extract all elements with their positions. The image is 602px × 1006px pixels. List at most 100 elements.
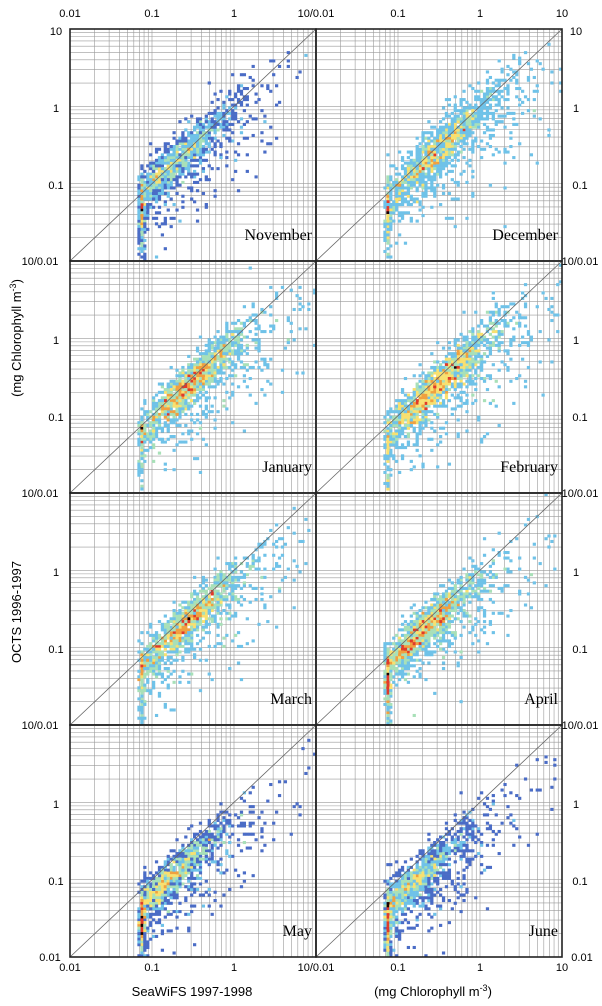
density-cell [409, 194, 413, 198]
density-cell [181, 846, 185, 850]
density-cell [409, 167, 413, 171]
density-cell [523, 302, 528, 306]
density-cell [474, 114, 478, 118]
density-cell [392, 219, 396, 223]
density-cell [474, 570, 478, 574]
density-cell [157, 390, 162, 394]
density-cell [140, 658, 144, 662]
density-cell [518, 374, 522, 378]
density-cell [409, 631, 413, 635]
density-cell [190, 418, 194, 422]
density-cell [157, 636, 162, 640]
density-cell [190, 379, 194, 383]
density-cell [175, 876, 179, 880]
density-cell [459, 100, 463, 104]
density-cell [386, 203, 390, 207]
density-cell [181, 150, 185, 154]
density-cell [181, 371, 185, 375]
density-cell [403, 435, 408, 439]
density-cell [140, 244, 144, 248]
density-cell [424, 404, 428, 408]
density-cell [143, 893, 147, 897]
density-cell [195, 432, 200, 436]
density-cell [137, 211, 141, 215]
density-cell [143, 647, 147, 651]
density-cell [204, 382, 208, 386]
density-cell [421, 183, 425, 187]
density-cell [187, 863, 191, 867]
density-cell [392, 661, 396, 665]
density-cell [298, 296, 302, 300]
density-cell [439, 636, 443, 640]
density-cell [406, 443, 411, 447]
density-cell [418, 622, 422, 626]
density-cell [518, 62, 522, 66]
density-cell [260, 592, 264, 596]
density-cell [166, 407, 170, 411]
density-cell [187, 628, 191, 632]
density-cell [143, 459, 147, 463]
density-cell [400, 633, 405, 637]
density-cell [140, 238, 144, 242]
density-cell [163, 860, 167, 864]
density-cell [459, 377, 463, 381]
density-cell [386, 683, 390, 687]
density-cell [184, 611, 188, 615]
density-cell [465, 379, 469, 383]
density-cell [439, 390, 443, 394]
density-cell [219, 371, 223, 375]
density-cell [480, 578, 484, 582]
density-cell [163, 440, 167, 444]
density-cell [424, 600, 428, 604]
density-cell [193, 882, 197, 886]
density-cell [447, 139, 452, 143]
density-cell [149, 896, 153, 900]
density-cell [172, 418, 176, 422]
density-cell [450, 368, 454, 372]
density-cell [386, 216, 390, 220]
density-cell [480, 573, 484, 577]
density-cell [160, 437, 165, 441]
density-cell [441, 136, 446, 140]
density-cell [433, 125, 437, 129]
density-cell [239, 352, 244, 356]
density-cell [163, 396, 167, 400]
density-cell [480, 98, 484, 102]
density-cell [441, 183, 446, 187]
density-cell [515, 321, 519, 325]
density-cell [184, 863, 188, 867]
density-cell [471, 330, 475, 334]
density-cell [213, 109, 217, 113]
density-cell [175, 871, 179, 875]
density-cell [204, 592, 208, 596]
density-cell [198, 360, 203, 364]
density-cell [424, 147, 428, 151]
density-cell [398, 214, 402, 218]
density-cell [488, 136, 493, 140]
density-cell [471, 114, 475, 118]
density-cell [204, 133, 208, 138]
density-cell [260, 388, 264, 392]
density-cell [204, 354, 208, 358]
density-cell [459, 133, 463, 138]
density-cell [465, 354, 469, 358]
density-cell [149, 164, 153, 168]
density-cell [453, 131, 457, 135]
density-cell [175, 857, 179, 861]
density-cell [403, 658, 408, 662]
density-cell [157, 437, 162, 441]
density-cell [248, 330, 252, 334]
density-cell [198, 156, 203, 160]
density-cell [137, 912, 141, 916]
density-cell [187, 650, 191, 654]
density-cell [412, 418, 416, 422]
density-cell [140, 885, 144, 889]
density-cell [471, 360, 475, 364]
density-cell [383, 454, 387, 458]
density-cell [143, 675, 147, 679]
density-cell [386, 153, 390, 157]
right-tick-1-row4: 1 [573, 799, 579, 811]
density-cell [254, 559, 258, 563]
density-cell [172, 147, 176, 151]
density-cell [468, 573, 472, 577]
